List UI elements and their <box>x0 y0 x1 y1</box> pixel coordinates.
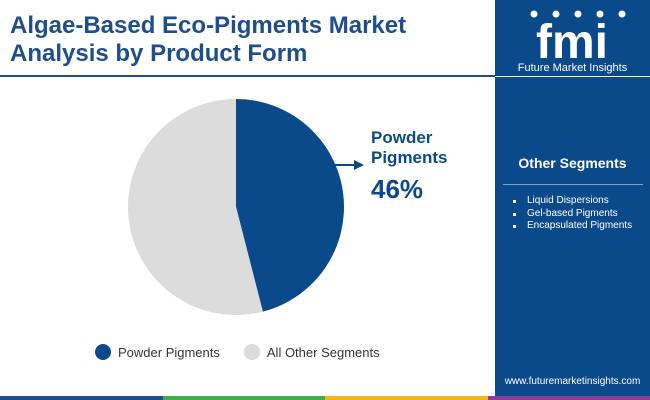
title-line-1: Algae-Based Eco-Pigments Market <box>10 12 407 39</box>
logo-text: fmi <box>536 16 608 62</box>
bar-segment <box>0 396 163 400</box>
title-divider <box>0 75 495 77</box>
callout-arrow <box>335 160 364 170</box>
segments-divider <box>503 184 643 185</box>
fmi-logo-mark: fmi <box>530 10 626 69</box>
page-title: Algae-Based Eco-Pigments Market Analysis… <box>10 12 480 68</box>
pie-chart <box>128 99 364 316</box>
legend-swatch <box>243 344 260 360</box>
logo-dot-icon <box>574 10 582 18</box>
segment-item: Encapsulated Pigments <box>513 220 643 233</box>
pie-callout: Powder Pigments 46% <box>371 128 448 204</box>
company-name: Future Market Insights <box>517 62 628 74</box>
sidebar-divider <box>495 76 650 77</box>
legend-item-powder: Powder Pigments <box>95 344 220 360</box>
legend-swatch <box>95 344 111 360</box>
bar-segment <box>325 396 488 400</box>
arrow-head-icon <box>354 160 364 170</box>
fmi-logo: fmi Future Market Insights <box>495 6 650 76</box>
legend-label: Powder Pigments <box>118 344 220 360</box>
bar-segment <box>162 396 325 400</box>
segment-item: Liquid Dispersions <box>513 195 643 208</box>
sidebar: fmi Future Market Insights Other Segment… <box>495 0 650 396</box>
bottom-color-bar <box>0 396 650 400</box>
title-line-2: Analysis by Product Form <box>10 40 308 67</box>
pie-slice-all-other-segments <box>128 99 263 316</box>
chart-legend: Powder Pigments All Other Segments <box>95 342 404 362</box>
logo-dot-icon <box>552 10 560 18</box>
pie-slice-powder-pigments <box>236 99 345 312</box>
logo-dot-icon <box>596 10 604 18</box>
logo-dot-icon <box>618 10 626 18</box>
callout-label-line-1: Powder <box>371 128 433 147</box>
other-segments-heading: Other Segments <box>518 155 627 171</box>
legend-item-other: All Other Segments <box>243 344 380 360</box>
legend-label: All Other Segments <box>266 344 380 360</box>
callout-label-line-2: Pigments <box>371 148 448 167</box>
other-segments-list: Liquid Dispersions Gel-based Pigments En… <box>513 195 643 233</box>
callout-value: 46% <box>371 174 424 204</box>
logo-dot-icon <box>530 10 538 18</box>
bar-segment <box>487 396 650 400</box>
segment-item: Gel-based Pigments <box>513 208 643 221</box>
website-url[interactable]: www.futuremarketinsights.com <box>504 376 641 387</box>
